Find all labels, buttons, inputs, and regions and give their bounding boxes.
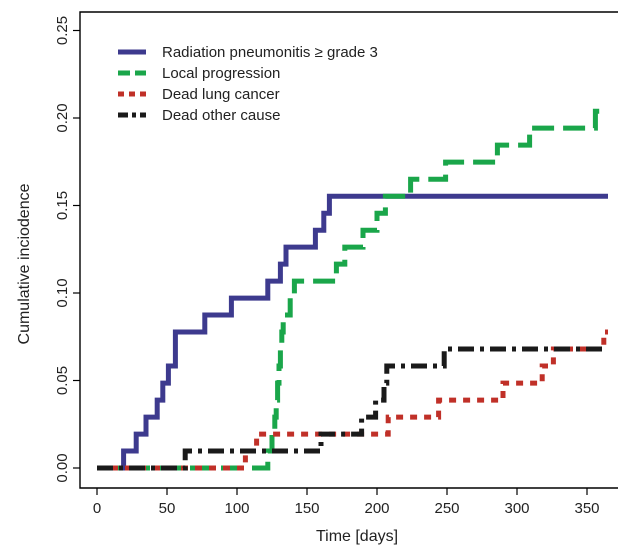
y-tick-label: 0.20 xyxy=(54,103,71,132)
series-layer xyxy=(97,108,608,471)
x-axis-title: Time [days] xyxy=(316,528,398,545)
x-tick-label: 0 xyxy=(93,500,101,517)
y-tick-label: 0.15 xyxy=(54,191,71,220)
axis-frame-line xyxy=(79,11,618,489)
series-line-1 xyxy=(97,193,608,471)
legend-label-4: Dead other cause xyxy=(162,107,280,124)
y-tick-label: 0.00 xyxy=(54,453,71,482)
axis-frame xyxy=(79,11,618,489)
x-tick-label: 150 xyxy=(294,500,319,517)
series-line-3 xyxy=(97,329,608,471)
legend-label-2: Local progression xyxy=(162,65,280,82)
legend-label-1: Radiation pneumonitis ≥ grade 3 xyxy=(162,44,378,61)
x-tick-label: 200 xyxy=(364,500,389,517)
legend: Radiation pneumonitis ≥ grade 3 Local pro… xyxy=(118,44,378,124)
series-line-4 xyxy=(97,346,608,471)
x-tick-label: 350 xyxy=(574,500,599,517)
y-axis-title: Cumulative inciodence xyxy=(16,183,33,344)
y-axis: 0.00 0.05 0.10 0.15 0.20 0.25 xyxy=(54,16,80,483)
legend-label-3: Dead lung cancer xyxy=(162,86,280,103)
x-axis: 0 50 100 150 200 250 300 350 xyxy=(93,488,600,517)
series-line-2 xyxy=(97,108,608,471)
plot-area xyxy=(97,108,608,471)
y-tick-label: 0.25 xyxy=(54,16,71,45)
y-tick-label: 0.05 xyxy=(54,366,71,395)
y-tick-label: 0.10 xyxy=(54,278,71,307)
x-tick-label: 250 xyxy=(434,500,459,517)
x-tick-label: 100 xyxy=(224,500,249,517)
x-tick-label: 300 xyxy=(504,500,529,517)
x-tick-label: 50 xyxy=(159,500,176,517)
